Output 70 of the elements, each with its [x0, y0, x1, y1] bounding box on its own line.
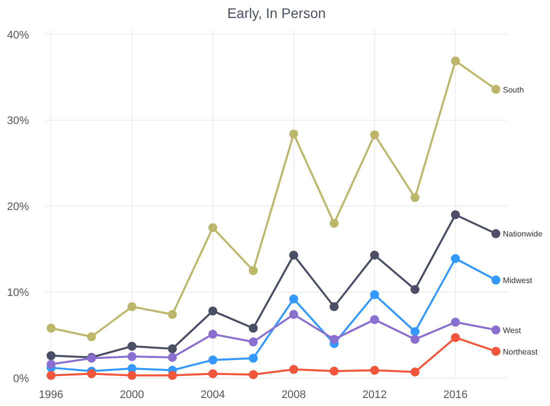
point — [248, 337, 258, 346]
point — [370, 250, 380, 260]
point — [289, 129, 298, 138]
point — [330, 302, 339, 312]
point — [330, 218, 339, 228]
x-tick-label: 2000 — [120, 389, 144, 401]
series-label: South — [502, 85, 524, 94]
point — [208, 355, 218, 364]
point — [370, 290, 380, 300]
point — [127, 370, 136, 380]
point — [208, 330, 218, 339]
point — [248, 324, 258, 333]
point — [289, 294, 298, 304]
point — [450, 210, 460, 220]
point — [370, 130, 380, 140]
point — [248, 370, 258, 380]
y-tick-label: 30% — [6, 115, 30, 128]
point — [410, 367, 420, 376]
x-tick-label: 1996 — [38, 389, 64, 401]
y-tick-label: 0% — [13, 373, 30, 385]
point — [450, 254, 460, 264]
point — [370, 315, 380, 324]
point — [127, 352, 136, 362]
point — [46, 324, 56, 333]
point — [410, 193, 420, 202]
point — [450, 56, 460, 66]
point — [330, 334, 339, 344]
point — [491, 229, 500, 238]
series-label: Northeast — [502, 347, 538, 356]
point — [410, 284, 420, 294]
point — [127, 302, 136, 312]
point — [168, 344, 177, 354]
point — [248, 266, 258, 276]
point — [330, 366, 339, 376]
x-tick-label: 2012 — [362, 389, 387, 401]
point — [46, 370, 56, 380]
point — [491, 276, 500, 285]
x-tick-label: 2008 — [281, 389, 306, 401]
chart-title: Early, In Person — [227, 5, 326, 21]
y-tick-label: 40% — [6, 29, 30, 42]
point — [248, 354, 258, 363]
point — [46, 360, 56, 369]
point — [410, 327, 420, 336]
point — [289, 310, 298, 319]
x-tick-label: 2016 — [443, 389, 468, 401]
point — [370, 366, 380, 375]
point — [491, 325, 500, 334]
point — [410, 334, 420, 344]
point — [491, 346, 500, 356]
point — [289, 364, 298, 374]
point — [491, 84, 500, 94]
y-tick-label: 10% — [6, 287, 30, 300]
y-tick-label: 20% — [6, 201, 30, 214]
point — [46, 351, 56, 360]
point — [450, 318, 460, 327]
point — [208, 306, 218, 316]
series-label: Midwest — [502, 276, 533, 286]
point — [168, 310, 177, 319]
point — [87, 332, 96, 342]
point — [208, 369, 218, 378]
point — [289, 250, 298, 260]
point — [168, 370, 177, 380]
series-label: Nationwide — [502, 230, 543, 239]
series-label: West — [502, 326, 522, 335]
x-tick-label: 2004 — [200, 389, 226, 401]
point — [208, 223, 218, 232]
point — [168, 352, 177, 362]
point — [87, 369, 96, 378]
point — [127, 342, 136, 351]
point — [450, 333, 460, 342]
